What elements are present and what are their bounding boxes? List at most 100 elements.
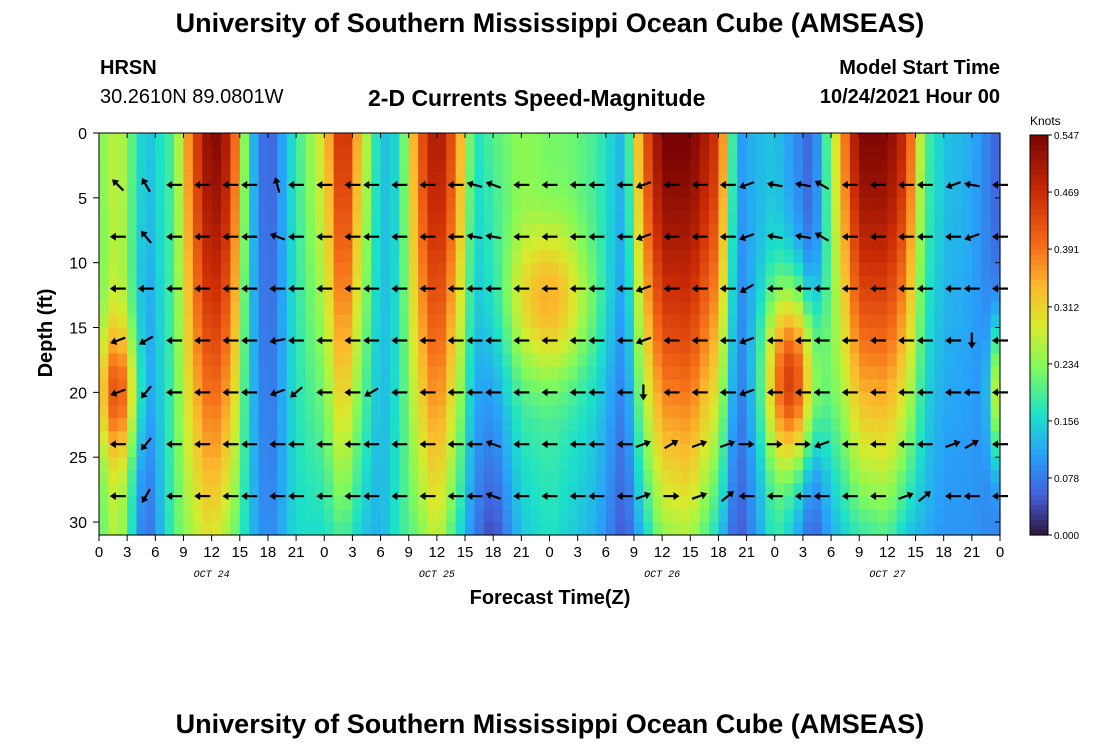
heatmap-cell: [605, 249, 616, 264]
colorbar-segment: [1030, 475, 1048, 481]
heatmap-cell: [746, 444, 757, 458]
current-arrow: [513, 232, 530, 241]
heatmap-cell: [868, 418, 879, 432]
heatmap-cell: [296, 392, 307, 406]
heatmap-cell: [117, 366, 128, 380]
heatmap-cell: [868, 522, 879, 536]
heatmap-cell: [389, 340, 400, 355]
heatmap-cell: [465, 470, 476, 484]
heatmap-cell: [859, 145, 870, 160]
heatmap-cell: [333, 392, 344, 406]
heatmap-cell: [868, 145, 879, 160]
heatmap-cell: [765, 262, 776, 277]
heatmap-cell: [765, 223, 776, 238]
heatmap-cell: [249, 496, 260, 510]
heatmap-cell: [136, 366, 147, 380]
heatmap-cell: [418, 509, 429, 523]
heatmap-cell: [981, 522, 992, 536]
heatmap-cell: [108, 340, 119, 355]
heatmap-cell: [549, 444, 560, 458]
heatmap-cell: [145, 145, 156, 160]
heatmap-cell: [793, 288, 804, 303]
heatmap-cell: [305, 405, 316, 419]
x-tick-label: 9: [630, 544, 638, 561]
heatmap-cell: [962, 379, 973, 393]
y-tick-label: 5: [78, 191, 87, 208]
heatmap-cell: [511, 262, 522, 277]
heatmap-cell: [549, 470, 560, 484]
heatmap-cell: [221, 197, 231, 212]
heatmap-cell: [671, 314, 682, 329]
heatmap-cell: [671, 262, 682, 277]
heatmap-cell: [971, 496, 982, 510]
heatmap-cell: [765, 379, 776, 393]
heatmap-cell: [343, 197, 354, 212]
heatmap-cell: [192, 353, 203, 368]
heatmap-cell: [812, 288, 823, 303]
heatmap-cell: [568, 353, 579, 368]
heatmap-cell: [117, 171, 128, 186]
heatmap-cell: [418, 483, 429, 497]
heatmap-cell: [418, 366, 429, 380]
heatmap-cell: [849, 470, 860, 484]
heatmap-cell: [399, 522, 410, 536]
heatmap-cell: [305, 171, 316, 186]
heatmap-cell: [296, 522, 307, 536]
heatmap-cell: [877, 470, 888, 484]
heatmap-cell: [784, 405, 795, 419]
heatmap-cell: [615, 366, 626, 380]
heatmap-cell: [671, 327, 682, 342]
heatmap-cell: [361, 158, 372, 173]
current-arrow: [288, 180, 305, 189]
heatmap-cell: [324, 522, 335, 536]
heatmap-cell: [352, 366, 363, 380]
heatmap-cell: [352, 184, 363, 199]
heatmap-cell: [981, 314, 992, 329]
heatmap-cell: [389, 483, 400, 497]
heatmap-cell: [427, 288, 438, 303]
current-arrow: [485, 336, 502, 345]
heatmap-cell: [361, 431, 372, 445]
heatmap-cell: [924, 327, 935, 342]
heatmap-cell: [784, 275, 795, 290]
heatmap-cell: [418, 340, 429, 355]
heatmap-cell: [239, 431, 250, 445]
heatmap-cell: [906, 236, 917, 251]
current-arrow: [447, 388, 464, 397]
heatmap-cell: [596, 405, 607, 419]
heatmap-cell: [962, 340, 973, 355]
heatmap-cell: [258, 483, 269, 497]
heatmap-cell: [680, 223, 691, 238]
heatmap-cell: [755, 223, 766, 238]
heatmap-cell: [540, 457, 551, 471]
heatmap-cell: [718, 353, 729, 368]
heatmap-cell: [211, 236, 222, 251]
heatmap-cell: [709, 133, 720, 147]
heatmap-cell: [840, 249, 851, 264]
heatmap-cell: [643, 444, 654, 458]
heatmap-cell: [737, 158, 748, 173]
heatmap-cell: [521, 483, 532, 497]
current-arrow: [466, 440, 483, 449]
current-arrow: [466, 284, 483, 293]
heatmap-cell: [624, 353, 635, 368]
heatmap-cell: [230, 158, 241, 173]
heatmap-cell: [314, 314, 325, 329]
heatmap-cell: [427, 509, 438, 523]
x-tick-label: 21: [964, 544, 981, 561]
heatmap-cell: [136, 158, 147, 173]
colorbar-segment: [1030, 465, 1048, 471]
heatmap-cell: [587, 522, 598, 536]
heatmap-cell: [934, 158, 945, 173]
current-arrow: [616, 440, 633, 449]
heatmap-cell: [296, 197, 307, 212]
heatmap-cell: [990, 314, 1001, 329]
heatmap-cell: [145, 340, 156, 355]
heatmap-cell: [615, 288, 626, 303]
heatmap-cell: [802, 457, 813, 471]
heatmap-cell: [746, 366, 757, 380]
heatmap-cell: [831, 171, 842, 186]
heatmap-cell: [943, 249, 954, 264]
heatmap-cell: [127, 457, 138, 471]
current-arrow: [898, 284, 915, 293]
